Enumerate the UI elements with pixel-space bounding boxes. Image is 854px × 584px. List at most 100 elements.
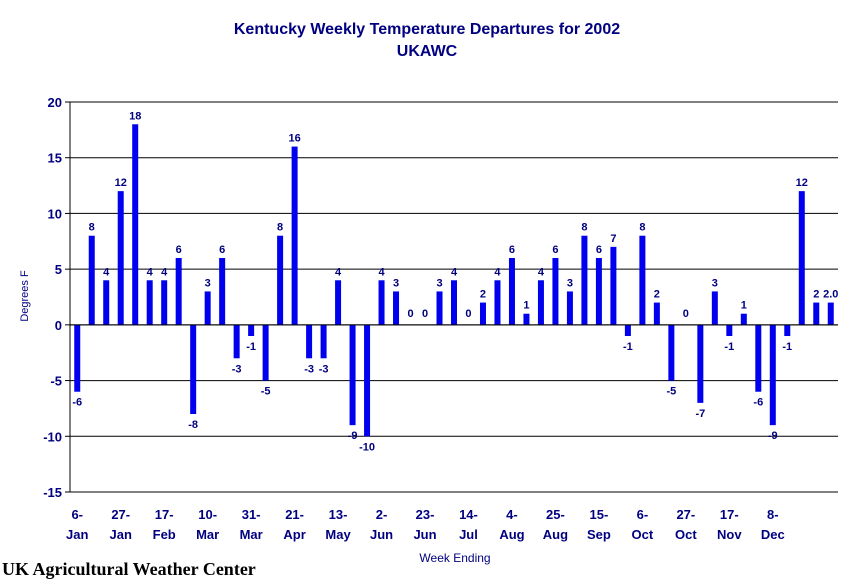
y-tick-label: -10 <box>43 429 62 444</box>
bar <box>146 280 153 325</box>
y-tick-label: 0 <box>55 318 62 333</box>
data-label: 4 <box>494 266 501 278</box>
bar <box>277 235 284 325</box>
data-label: 6 <box>509 244 515 256</box>
data-label: -9 <box>348 430 358 442</box>
data-label: 1 <box>741 300 747 312</box>
bar <box>393 291 400 325</box>
data-label: -3 <box>319 363 329 375</box>
data-label: 4 <box>378 266 385 278</box>
bar <box>320 324 327 359</box>
data-label: 3 <box>205 277 211 289</box>
x-tick-label: 6- <box>637 507 649 522</box>
data-label: -3 <box>304 363 314 375</box>
bar <box>364 324 371 437</box>
data-label: 7 <box>610 233 616 245</box>
x-tick-label: 8- <box>767 507 779 522</box>
bar <box>595 258 602 325</box>
data-label: 3 <box>712 277 718 289</box>
x-tick-label: 15- <box>590 507 609 522</box>
bar <box>784 324 791 336</box>
data-label: 0 <box>407 308 413 320</box>
bar <box>190 324 197 414</box>
y-tick-label: 10 <box>48 206 62 221</box>
data-label: 18 <box>129 110 141 122</box>
bar <box>740 313 747 325</box>
bar <box>813 302 820 325</box>
bar <box>566 291 573 325</box>
data-label: 0 <box>683 308 689 320</box>
data-label: -1 <box>623 341 633 353</box>
bar <box>697 324 704 403</box>
data-label: -5 <box>261 386 271 398</box>
data-label: 4 <box>103 266 110 278</box>
bar <box>219 258 226 325</box>
bar <box>291 146 298 325</box>
x-tick-label: 17- <box>155 507 174 522</box>
x-tick-label: 4- <box>506 507 518 522</box>
x-tick-label: Feb <box>153 527 176 542</box>
data-label: 0 <box>422 308 428 320</box>
data-label: -1 <box>782 341 792 353</box>
data-label: 6 <box>552 244 558 256</box>
data-label: 12 <box>115 177 127 189</box>
bar <box>755 324 762 392</box>
x-tick-label: Apr <box>283 527 305 542</box>
x-tick-label: 31- <box>242 507 261 522</box>
data-label: -6 <box>753 397 763 409</box>
data-label: 6 <box>596 244 602 256</box>
x-tick-label: Oct <box>632 527 654 542</box>
bar <box>103 280 110 325</box>
x-tick-label: 23- <box>416 507 435 522</box>
data-label: 3 <box>436 277 442 289</box>
x-tick-label: Nov <box>717 527 742 542</box>
bar <box>479 302 486 325</box>
bar <box>726 324 733 336</box>
x-tick-label: 14- <box>459 507 478 522</box>
bar <box>335 280 342 325</box>
data-label: 6 <box>219 244 225 256</box>
data-label: 2 <box>813 289 819 301</box>
x-tick-label: Sep <box>587 527 611 542</box>
bar <box>581 235 588 325</box>
y-axis-label: Degrees F <box>19 270 31 322</box>
y-tick-labels: -15 -10 -5 0 5 10 15 20 <box>43 95 62 500</box>
axes <box>65 101 838 493</box>
x-tick-label: 27- <box>111 507 130 522</box>
data-label: -9 <box>768 430 778 442</box>
x-tick-label: Jun <box>370 527 393 542</box>
data-label: 4 <box>335 266 342 278</box>
bar <box>74 324 81 392</box>
bar <box>349 324 356 426</box>
bar <box>552 258 559 325</box>
x-tick-label: Jan <box>66 527 88 542</box>
bar <box>175 258 182 325</box>
data-label: 1 <box>523 300 529 312</box>
bar <box>117 191 124 325</box>
bar <box>494 280 501 325</box>
y-tick-label: 20 <box>48 95 62 110</box>
data-label: -5 <box>666 386 676 398</box>
bar <box>624 324 631 336</box>
data-label: 8 <box>89 222 95 234</box>
data-label: 8 <box>277 222 283 234</box>
bar <box>711 291 718 325</box>
y-tick-label: -15 <box>43 485 62 500</box>
bar <box>248 324 255 336</box>
x-tick-label: 17- <box>720 507 739 522</box>
data-label: 2.0 <box>823 289 838 301</box>
data-label: -10 <box>359 441 375 453</box>
bar <box>653 302 660 325</box>
data-label: -3 <box>232 363 242 375</box>
data-label: -7 <box>695 408 705 420</box>
y-tick-label: 5 <box>55 262 62 277</box>
data-label: -1 <box>724 341 734 353</box>
y-tick-label: -5 <box>50 374 62 389</box>
bar <box>537 280 544 325</box>
bar <box>436 291 443 325</box>
data-label: -1 <box>246 341 256 353</box>
bar <box>451 280 457 325</box>
x-tick-label: 27- <box>676 507 695 522</box>
